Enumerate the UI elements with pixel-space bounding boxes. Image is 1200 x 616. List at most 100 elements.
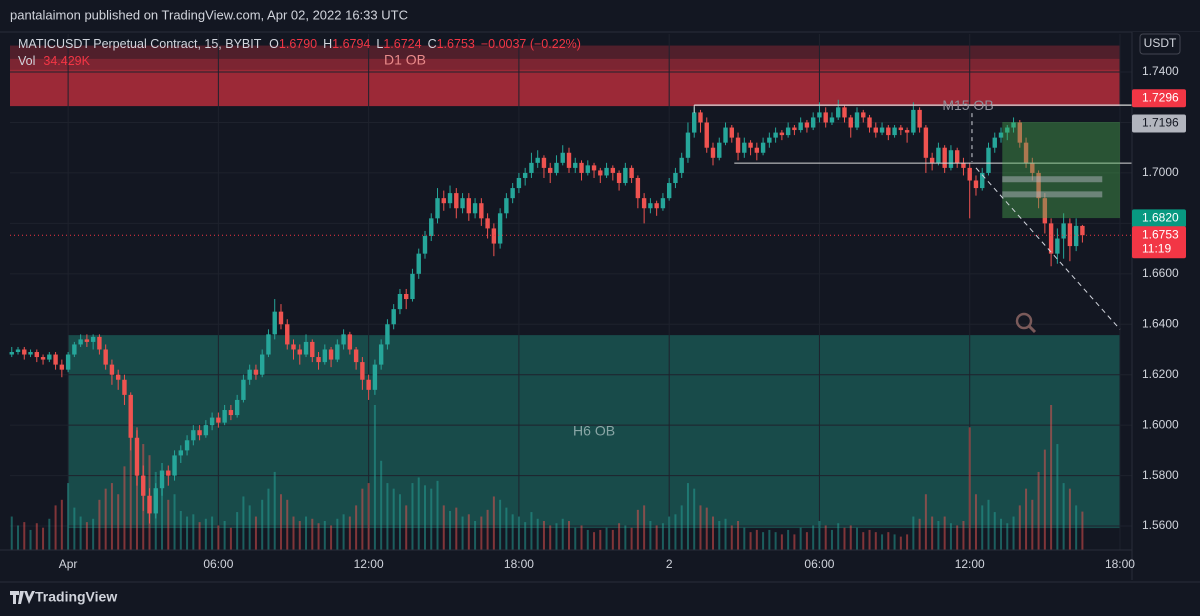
volume-bar xyxy=(129,405,132,550)
volume-bar xyxy=(862,532,865,550)
volume-bar xyxy=(1037,471,1040,550)
candle-body xyxy=(798,122,803,131)
volume-bar xyxy=(874,532,877,550)
volume-bar xyxy=(536,518,539,550)
volume-bar xyxy=(161,483,164,550)
x-tick-label: 12:00 xyxy=(354,557,384,571)
volume-bar xyxy=(924,494,927,550)
volume-bar xyxy=(392,488,395,550)
candle-body xyxy=(65,354,71,370)
price-tag-label: 1.6753 xyxy=(1142,227,1179,241)
publisher-line: pantalaimon published on TradingView.com… xyxy=(10,7,408,22)
candle-body xyxy=(341,334,346,345)
candle-body xyxy=(9,352,14,355)
candle-body xyxy=(90,336,96,342)
candle-body xyxy=(760,142,766,153)
brand-logo xyxy=(10,591,35,604)
volume-bar xyxy=(417,477,420,550)
ohlc-key: H xyxy=(323,37,332,51)
candle-body xyxy=(773,132,778,138)
candle-body xyxy=(911,109,916,133)
search-icon[interactable] xyxy=(1015,312,1037,334)
volume-bar xyxy=(236,512,239,550)
candle-body xyxy=(15,349,21,353)
volume-bar xyxy=(242,496,245,550)
volume-bar xyxy=(110,483,113,550)
symbol: MATICUSDT Perpetual Contract, 15, BYBIT xyxy=(18,37,262,51)
price-tag xyxy=(1132,114,1186,133)
candle-body xyxy=(34,352,39,358)
volume-bar xyxy=(179,510,182,550)
ohlc-value: 1.6790 xyxy=(279,37,317,51)
candle-body xyxy=(310,341,315,358)
candle-body xyxy=(1011,122,1016,128)
candle-body xyxy=(378,344,384,365)
candle-body xyxy=(22,349,27,355)
y-tick-label: 1.6000 xyxy=(1142,417,1179,431)
volume-key: Vol xyxy=(18,54,35,68)
currency-box[interactable] xyxy=(1139,33,1181,55)
volume-bar xyxy=(956,525,959,550)
candle-body xyxy=(829,117,835,123)
candle-body xyxy=(660,198,666,209)
volume-bar xyxy=(774,532,777,550)
candle-body xyxy=(566,152,572,168)
candle-body xyxy=(948,150,954,168)
candle-body xyxy=(291,344,296,350)
candle-body xyxy=(879,127,885,133)
candle-body xyxy=(454,193,459,209)
zone-label: H6 OB xyxy=(573,422,615,438)
candle-body xyxy=(992,137,997,148)
volume-bar xyxy=(724,518,727,550)
candle-body xyxy=(779,132,785,136)
candle-body xyxy=(598,170,603,176)
currency: USDT xyxy=(1144,36,1177,50)
x-tick-label: Apr xyxy=(59,557,78,571)
volume-bar xyxy=(517,516,520,550)
volume-bar xyxy=(442,505,445,550)
candle-body xyxy=(666,183,672,199)
candle-body xyxy=(84,339,90,342)
candle-body xyxy=(1042,198,1048,224)
volume-bar xyxy=(843,527,846,550)
volume-line: Vol 34.429K xyxy=(18,54,91,68)
volume-bar xyxy=(824,525,827,550)
volume-bar xyxy=(405,505,408,550)
candle-body xyxy=(159,470,165,489)
candle-body xyxy=(648,203,653,209)
volume-bar xyxy=(636,509,639,550)
candle-body xyxy=(316,357,321,363)
volume-bar xyxy=(298,521,301,550)
volume-bar xyxy=(780,534,783,550)
volume-bar xyxy=(48,518,51,550)
volume-bar xyxy=(893,534,896,550)
volume-bar xyxy=(29,529,32,550)
candle-body xyxy=(685,132,691,158)
volume-bar xyxy=(292,516,295,550)
candle-body xyxy=(328,349,334,360)
candle-body xyxy=(472,203,478,214)
candle-body xyxy=(986,147,991,173)
candle-body xyxy=(510,188,515,199)
candle-body xyxy=(942,147,947,168)
volume-bar xyxy=(511,514,514,550)
candle-body xyxy=(548,167,553,173)
volume-bar xyxy=(217,525,220,550)
candle-body xyxy=(97,336,102,350)
candle-body xyxy=(842,107,847,118)
y-tick-label: 1.6600 xyxy=(1142,266,1179,280)
candle-body xyxy=(466,198,472,214)
volume-bar xyxy=(787,529,790,550)
candle-body xyxy=(197,430,202,436)
volume-bar xyxy=(730,525,733,550)
volume-bar xyxy=(223,521,226,550)
candle-body xyxy=(460,198,465,209)
volume-bar xyxy=(499,499,502,550)
volume-bar xyxy=(668,516,671,550)
candle-body xyxy=(253,369,259,375)
candle-body xyxy=(166,470,171,476)
volume-bar xyxy=(305,516,308,550)
candle-body xyxy=(804,122,810,128)
candle-body xyxy=(817,112,822,118)
y-tick-label: 1.5800 xyxy=(1142,468,1179,482)
